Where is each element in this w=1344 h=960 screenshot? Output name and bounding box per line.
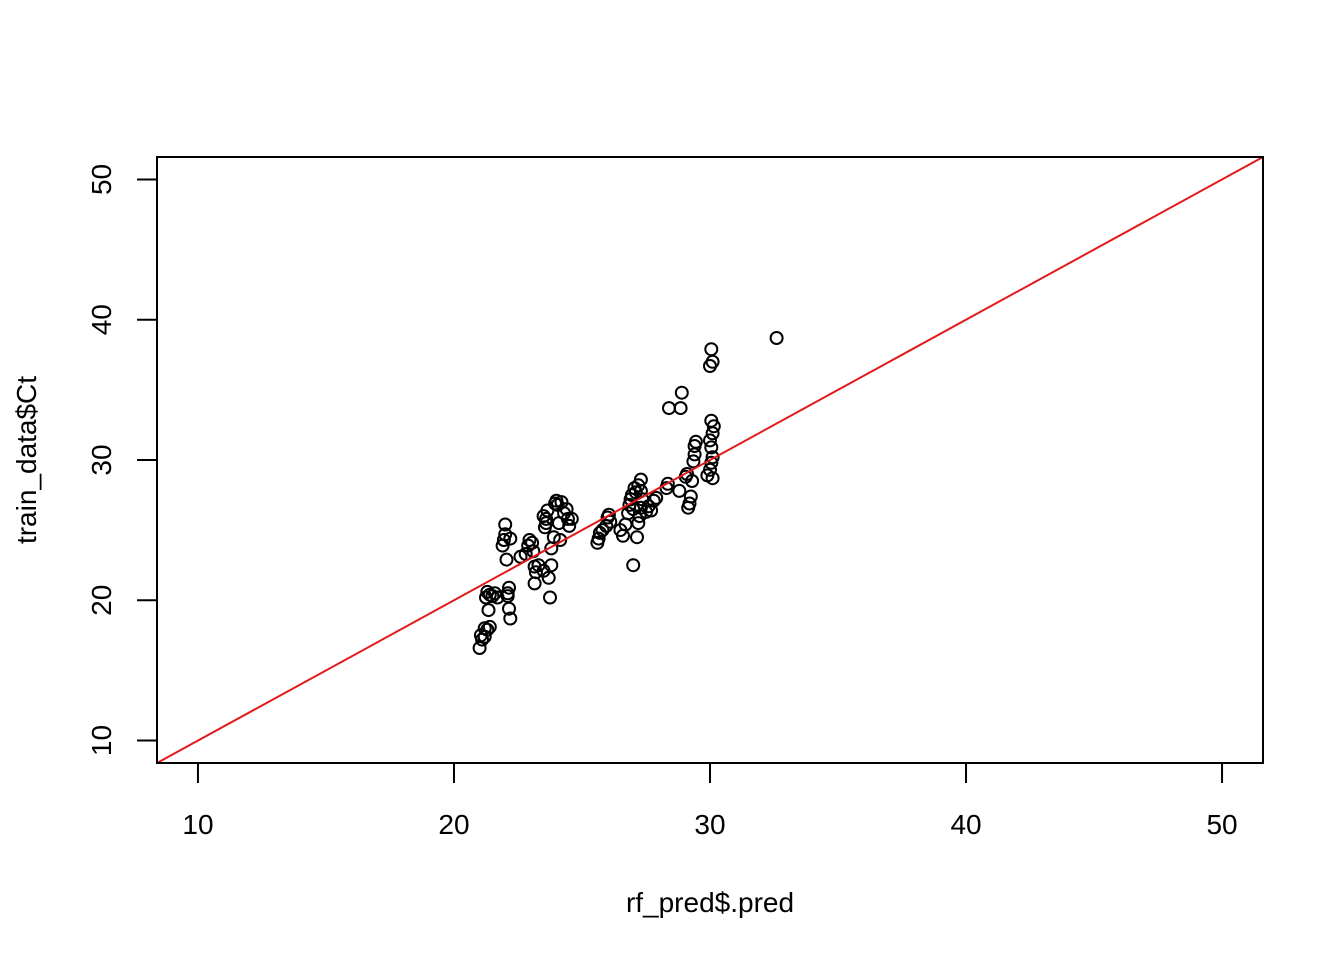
y-tick-label: 50 (86, 164, 117, 195)
y-axis: 10 20 30 40 50 (86, 164, 158, 756)
data-point (682, 496, 697, 511)
data-point (646, 493, 661, 508)
data-point (564, 511, 579, 526)
data-point (525, 535, 540, 550)
data-point (477, 621, 492, 636)
data-point (703, 462, 717, 477)
data-point (704, 342, 719, 357)
data-point (502, 580, 516, 595)
data-point (705, 354, 720, 369)
data-point (527, 576, 542, 591)
data-point (595, 523, 610, 538)
data-point (562, 518, 577, 533)
y-tick-label: 40 (86, 304, 117, 335)
x-tick-label: 50 (1206, 809, 1237, 840)
data-point (539, 511, 554, 526)
y-tick-label: 10 (86, 725, 117, 756)
data-point (662, 401, 676, 416)
x-tick-label: 40 (950, 809, 981, 840)
x-tick-label: 20 (438, 809, 469, 840)
data-point (649, 490, 664, 505)
reference-line (157, 157, 1263, 763)
data-point (499, 552, 514, 567)
data-point (630, 530, 644, 545)
data-point (553, 533, 568, 547)
data-point (644, 503, 659, 518)
x-tick-label: 30 (694, 809, 725, 840)
data-point (673, 401, 688, 416)
data-point (544, 558, 559, 573)
data-point (543, 590, 557, 605)
data-point (631, 478, 646, 493)
data-point (503, 531, 518, 546)
data-point (502, 601, 516, 616)
data-point (591, 531, 606, 546)
data-point (703, 433, 717, 448)
y-axis-title: train_data$Ct (11, 376, 42, 544)
data-point (704, 440, 719, 455)
data-point (674, 385, 689, 400)
data-point (496, 533, 511, 547)
data-point (660, 476, 675, 491)
data-point (769, 331, 784, 345)
data-point (683, 489, 698, 504)
data-point (631, 516, 646, 531)
data-point (560, 511, 575, 526)
points-layer (472, 331, 784, 655)
x-axis-title: rf_pred$.pred (626, 887, 794, 918)
y-tick-label: 20 (86, 585, 117, 616)
data-point (704, 413, 719, 428)
data-point (481, 603, 496, 618)
data-point (503, 611, 518, 626)
data-point (498, 517, 513, 532)
data-point (472, 641, 487, 655)
y-tick-label: 30 (86, 444, 117, 475)
data-point (688, 434, 703, 449)
x-tick-label: 10 (182, 809, 213, 840)
data-point (626, 558, 641, 573)
data-point (601, 507, 616, 522)
data-point (672, 483, 687, 498)
data-point (536, 509, 551, 524)
data-point (541, 570, 556, 585)
data-point (685, 474, 700, 488)
data-point (705, 450, 720, 465)
x-axis: 10 20 30 40 50 (182, 762, 1238, 840)
data-point (705, 471, 720, 486)
data-point (546, 530, 561, 545)
data-point (500, 586, 515, 601)
data-point (686, 454, 701, 469)
